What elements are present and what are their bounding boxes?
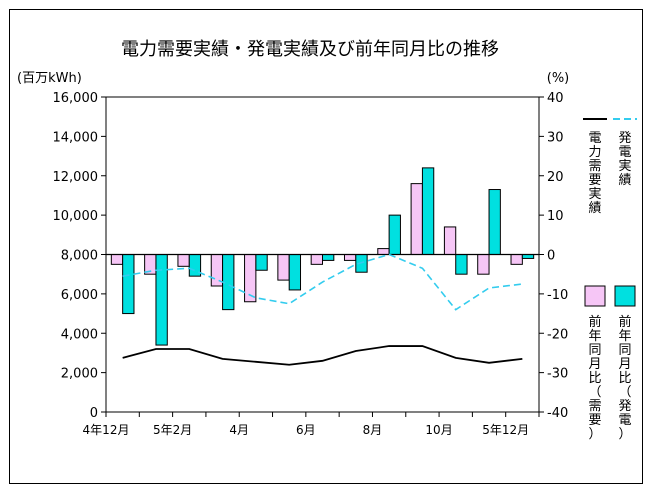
generation-yoy-bar: [288, 254, 302, 291]
demand-line: [122, 345, 523, 366]
chart-frame: 電力需要実績・発電実績及び前年同月比の推移 (百万kWh) (%) 0 2,000…: [9, 9, 643, 484]
legend-demand-line-label: 電力需要実績: [588, 131, 601, 216]
demand-yoy-bar: [110, 254, 124, 265]
demand-yoy-bar: [443, 226, 457, 255]
right-tick-label: -40: [547, 406, 568, 421]
right-tick-label: 0: [547, 249, 555, 264]
generation-yoy-bar: [388, 214, 401, 255]
x-tick-label: 4月: [229, 423, 249, 437]
demand-yoy-bar: [310, 254, 323, 265]
left-axis-unit: (百万kWh): [17, 71, 82, 86]
demand-yoy-bar: [177, 254, 190, 267]
demand-yoy-bar: [510, 254, 523, 265]
generation-yoy-bar: [322, 254, 335, 261]
left-tick-label: 8,000: [61, 249, 98, 264]
demand-yoy-bar: [343, 254, 357, 261]
right-tick-label: -30: [547, 367, 568, 382]
generation-line: [122, 253, 523, 311]
x-tick-label: 5年2月: [153, 423, 192, 437]
demand-yoy-bar: [277, 254, 290, 281]
legend-demand-bar-label: 前年同月比（需要）: [588, 314, 601, 442]
legend-demand-bar-key: [584, 285, 606, 307]
right-tick-label: 40: [547, 91, 564, 106]
right-tick-label: 20: [547, 170, 564, 185]
x-tick-label: 10月: [425, 423, 452, 437]
left-tick-label: 10,000: [53, 209, 99, 224]
left-tick-label: 14,000: [53, 130, 99, 145]
left-tick-label: 2,000: [61, 367, 98, 382]
chart-title: 電力需要実績・発電実績及び前年同月比の推移: [121, 39, 499, 60]
demand-yoy-bar: [377, 248, 390, 255]
legend-generation-line-label: 発電実績: [618, 131, 631, 188]
right-tick-label: 10: [547, 209, 564, 224]
right-axis-unit: (%): [547, 71, 570, 86]
x-tick-label: 6月: [296, 423, 316, 437]
generation-yoy-bar: [155, 254, 168, 346]
demand-yoy-bar: [410, 183, 423, 255]
x-tick-label: 5年12月: [482, 423, 529, 437]
plot-area: [105, 96, 540, 413]
right-tick-label: 30: [547, 130, 564, 145]
legend-generation-bar-key: [614, 285, 636, 307]
right-tick-label: -10: [547, 288, 568, 303]
right-tick-label: -20: [547, 327, 568, 342]
demand-yoy-bar: [477, 254, 490, 275]
left-tick-label: 4,000: [61, 327, 98, 342]
generation-yoy-bar: [488, 189, 501, 255]
generation-yoy-bar: [122, 254, 135, 315]
left-tick-label: 0: [90, 406, 98, 421]
legend-generation-bar-label: 前年同月比（発電）: [618, 314, 631, 442]
left-tick-label: 6,000: [61, 288, 98, 303]
chart: 電力需要実績・発電実績及び前年同月比の推移 (百万kWh) (%) 0 2,000…: [17, 39, 637, 442]
generation-yoy-bar: [455, 254, 468, 275]
generation-yoy-bar: [255, 254, 268, 271]
x-tick-label: 4年12月: [83, 423, 130, 437]
x-tick-label: 8月: [363, 423, 383, 437]
generation-yoy-bar: [421, 167, 435, 255]
left-tick-label: 12,000: [53, 170, 99, 185]
left-tick-label: 16,000: [53, 91, 99, 106]
